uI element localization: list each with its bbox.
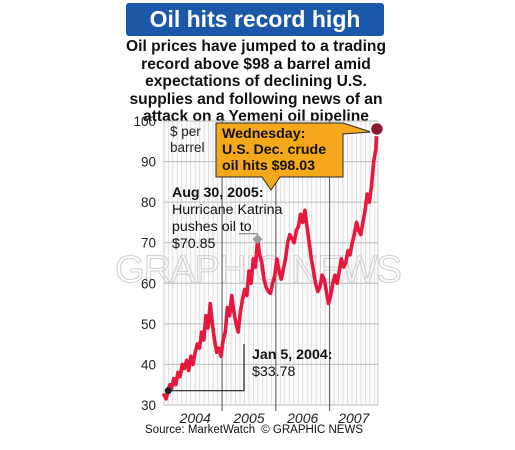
source-note: Source: MarketWatch (145, 424, 256, 436)
y-tick-label: 40 (141, 357, 156, 372)
annotation-text: oil hits $98.03 (222, 158, 315, 174)
annotation-text: pushes oil to (172, 219, 252, 235)
y-tick-label: 90 (141, 155, 156, 170)
annotation-text: Aug 30, 2005: (172, 185, 263, 201)
annotation-text: Wednesday: (222, 126, 305, 142)
annotation-text: U.S. Dec. crude (222, 142, 326, 158)
katrina-marker (252, 234, 263, 245)
annotation-text: Jan 5, 2004: (252, 347, 332, 363)
annotation-text: Hurricane Katrina (172, 202, 283, 218)
x-tick-label: 2004 (179, 410, 211, 426)
y-tick-label: 30 (141, 398, 156, 413)
x-tick-label: 2006 (286, 410, 318, 426)
start-leader (168, 344, 245, 392)
record-callout (215, 122, 372, 191)
title-banner: Oil hits record high (126, 3, 384, 36)
record-marker (369, 121, 385, 137)
credit-note: © GRAPHIC NEWS (261, 424, 363, 436)
unit-label: $ per (170, 124, 201, 139)
price-line (162, 127, 379, 401)
y-tick-label: 50 (141, 317, 156, 332)
x-tick-label: 2007 (337, 410, 370, 426)
y-tick-label: 60 (141, 276, 156, 291)
y-tick-label: 100 (133, 114, 156, 129)
annotation-text: $33.78 (252, 364, 296, 380)
y-tick-label: 80 (141, 195, 156, 210)
x-tick-label: 2005 (232, 410, 264, 426)
chart-title: Oil hits record high (149, 6, 361, 32)
unit-label: barrel (170, 140, 205, 155)
annotation-text: $70.85 (172, 236, 216, 252)
y-tick-label: 70 (141, 236, 156, 251)
